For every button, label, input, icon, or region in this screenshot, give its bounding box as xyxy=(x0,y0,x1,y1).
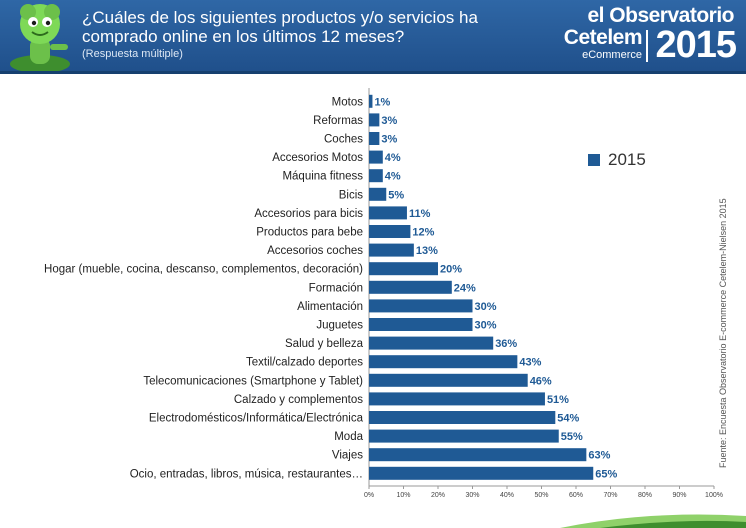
data-label: 43% xyxy=(519,357,541,369)
data-label: 65% xyxy=(595,468,617,480)
bar xyxy=(369,150,383,164)
brand-line-1: el Observatorio xyxy=(587,4,734,27)
source-note: Fuente: Encuesta Observatorio E-commerce… xyxy=(718,198,728,468)
chart-legend: 2015 xyxy=(588,150,646,170)
data-label: 11% xyxy=(409,208,431,220)
bar xyxy=(369,280,452,294)
x-tick-label: 70% xyxy=(603,492,617,498)
bar xyxy=(369,392,545,406)
chart-title: ¿Cuáles de los siguientes productos y/o … xyxy=(82,8,522,46)
brand-logo: el Observatorio Cetelem eCommerce 2015 xyxy=(538,4,738,70)
category-label: Coches xyxy=(324,134,363,146)
bar xyxy=(369,225,411,238)
bar xyxy=(369,411,556,424)
bar xyxy=(369,243,414,257)
x-tick-label: 100% xyxy=(705,492,723,498)
category-label: Viajes xyxy=(332,450,363,462)
category-label: Hogar (mueble, cocina, descanso, complem… xyxy=(44,264,363,276)
x-tick-label: 10% xyxy=(396,492,410,498)
bar xyxy=(369,299,473,313)
bar xyxy=(369,448,587,462)
data-label: 3% xyxy=(381,134,397,146)
data-label: 54% xyxy=(557,413,579,425)
category-label: Juguetes xyxy=(316,320,363,332)
bar xyxy=(369,336,494,350)
category-label: Accesorios Motos xyxy=(272,152,363,164)
data-label: 55% xyxy=(561,431,583,443)
legend-swatch xyxy=(588,154,600,166)
bar xyxy=(369,187,387,201)
x-tick-label: 40% xyxy=(500,492,514,498)
brand-year: 2015 xyxy=(655,24,737,66)
category-label: Formación xyxy=(309,282,363,294)
category-label: Salud y belleza xyxy=(285,338,364,350)
data-label: 4% xyxy=(385,152,401,164)
bar xyxy=(369,206,407,220)
x-tick-label: 30% xyxy=(465,492,479,498)
x-tick-label: 80% xyxy=(638,492,652,498)
category-label: Máquina fitness xyxy=(282,171,363,183)
category-label: Ocio, entradas, libros, música, restaura… xyxy=(130,468,363,480)
data-label: 51% xyxy=(547,394,569,406)
category-label: Textil/calzado deportes xyxy=(246,357,363,369)
chart-subtitle: (Respuesta múltiple) xyxy=(82,48,183,60)
x-tick-label: 60% xyxy=(569,492,583,498)
data-label: 46% xyxy=(530,375,552,387)
category-label: Telecomunicaciones (Smartphone y Tablet) xyxy=(143,375,363,387)
brand-separator xyxy=(646,30,648,62)
data-label: 4% xyxy=(385,171,401,183)
category-label: Bicis xyxy=(339,189,364,201)
legend-label: 2015 xyxy=(608,150,646,169)
title-line-1: ¿Cuáles de los siguientes productos y/o … xyxy=(82,8,478,27)
data-label: 63% xyxy=(588,450,610,462)
footer-swoosh xyxy=(560,514,746,528)
category-label: Accesorios para bicis xyxy=(254,208,363,220)
category-label: Productos para bebe xyxy=(256,227,363,239)
category-label: Reformas xyxy=(313,115,363,127)
category-label: Motos xyxy=(332,96,364,108)
bar xyxy=(369,169,383,183)
data-label: 13% xyxy=(416,245,438,257)
brand-line-3: eCommerce xyxy=(582,49,642,61)
data-label: 12% xyxy=(412,227,434,239)
category-label: Accesorios coches xyxy=(267,245,363,257)
brand-line-2: Cetelem xyxy=(563,26,643,49)
bar xyxy=(369,262,438,276)
data-label: 24% xyxy=(454,282,476,294)
x-tick-label: 0% xyxy=(364,492,374,498)
x-tick-label: 90% xyxy=(672,492,686,498)
category-label: Electrodomésticos/Informática/Electrónic… xyxy=(149,413,364,425)
green-mascot-icon xyxy=(10,4,70,73)
title-line-2: comprado online en los últimos 12 meses? xyxy=(82,27,405,46)
bar xyxy=(369,355,518,369)
data-label: 3% xyxy=(381,115,397,127)
bar xyxy=(369,132,380,145)
bar xyxy=(369,373,528,387)
category-label: Moda xyxy=(334,431,363,443)
data-label: 30% xyxy=(475,301,497,313)
x-tick-label: 20% xyxy=(431,492,445,498)
bar xyxy=(369,429,559,443)
bar xyxy=(369,113,380,127)
data-label: 30% xyxy=(475,320,497,332)
header-banner: ¿Cuáles de los siguientes productos y/o … xyxy=(0,0,746,74)
x-tick-label: 50% xyxy=(534,492,548,498)
data-label: 1% xyxy=(374,96,390,108)
data-label: 20% xyxy=(440,264,462,276)
bar xyxy=(369,466,594,480)
data-label: 36% xyxy=(495,338,517,350)
bar-chart: Motos 1% Reformas 3% Coches 3% Accesorios Moto… xyxy=(44,88,723,498)
bar xyxy=(369,318,473,331)
data-label: 5% xyxy=(388,189,404,201)
category-label: Alimentación xyxy=(297,301,363,313)
bar xyxy=(369,94,373,108)
category-label: Calzado y complementos xyxy=(234,394,363,406)
